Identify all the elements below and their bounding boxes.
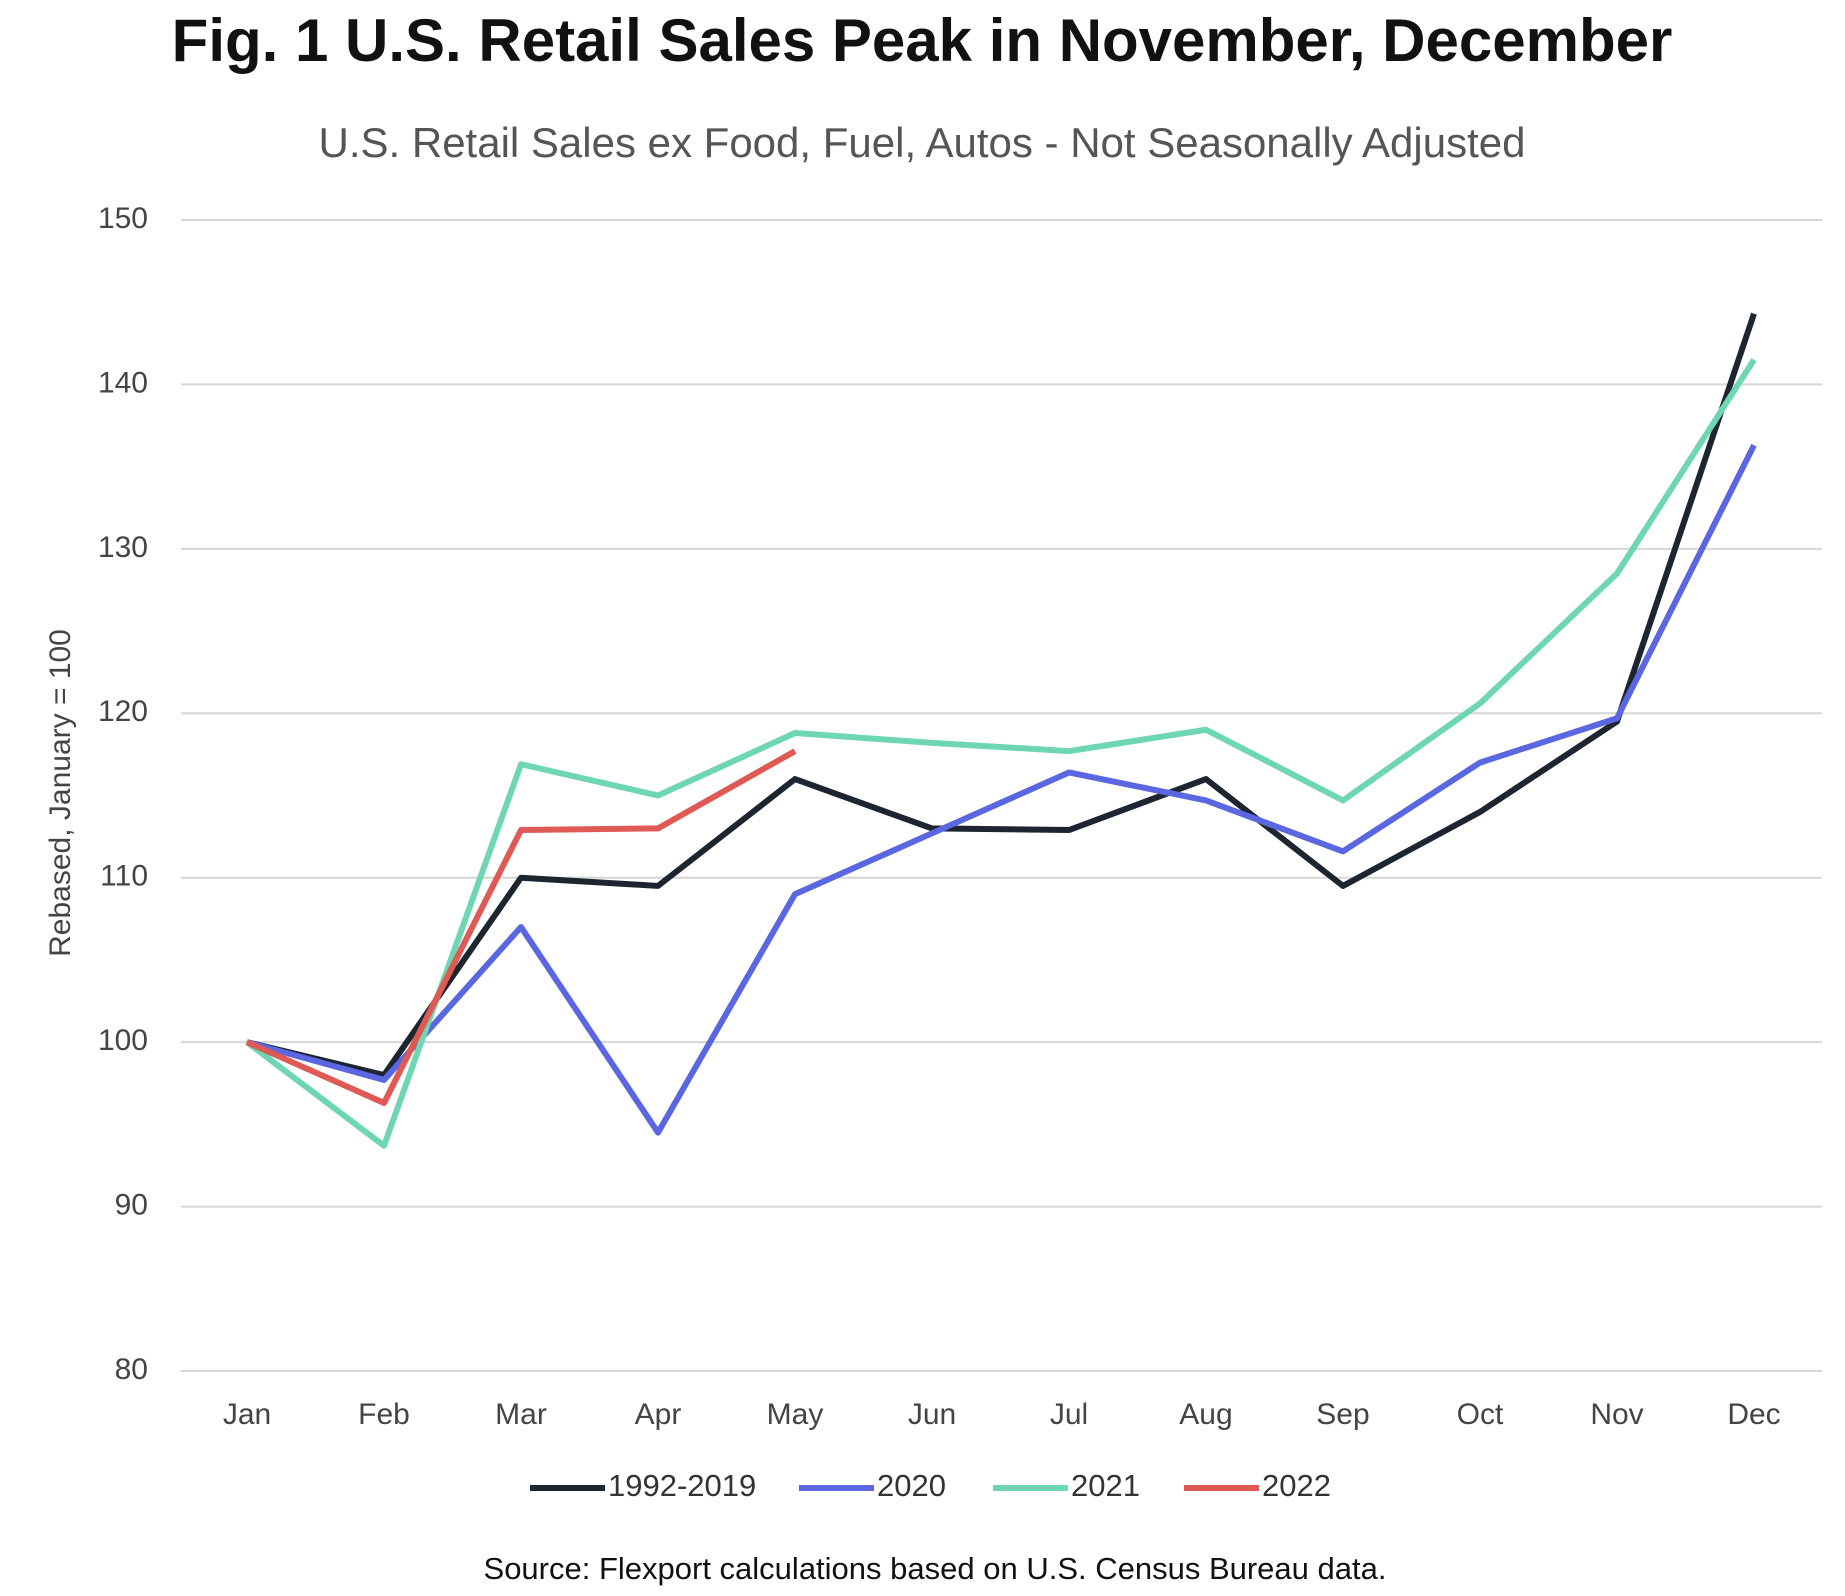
y-tick-label: 130 (98, 531, 148, 564)
series-line (245, 358, 1757, 1149)
x-tick-label: Dec (1727, 1398, 1780, 1431)
series-line (246, 312, 1757, 1079)
y-tick-label: 80 (115, 1353, 148, 1386)
series-line (246, 443, 1757, 1136)
x-tick-label: Jan (223, 1398, 271, 1431)
x-tick-label: May (767, 1398, 824, 1431)
x-tick-label: Mar (495, 1398, 547, 1431)
x-tick-label: Oct (1457, 1398, 1504, 1431)
chart-title: Fig. 1 U.S. Retail Sales Peak in Novembe… (172, 7, 1673, 74)
chart-subtitle: U.S. Retail Sales ex Food, Fuel, Autos -… (319, 119, 1526, 166)
x-tick-label: Apr (635, 1398, 682, 1431)
x-tick-label: Jun (908, 1398, 956, 1431)
legend-label: 2021 (1071, 1468, 1140, 1503)
legend-label: 2022 (1262, 1468, 1331, 1503)
x-tick-label: Feb (358, 1398, 410, 1431)
legend-label: 2020 (877, 1468, 946, 1503)
y-tick-label: 150 (98, 202, 148, 235)
x-tick-label: Jul (1050, 1398, 1088, 1431)
y-tick-label: 140 (98, 366, 148, 399)
x-tick-label: Nov (1590, 1398, 1643, 1431)
y-tick-label: 120 (98, 695, 148, 728)
series-line (245, 748, 797, 1106)
x-tick-label: Sep (1316, 1398, 1369, 1431)
legend-label: 1992-2019 (608, 1468, 756, 1503)
y-tick-label: 110 (100, 860, 148, 893)
y-tick-label: 100 (98, 1024, 148, 1057)
source-note: Source: Flexport calculations based on U… (484, 1551, 1387, 1586)
y-axis-label: Rebased, January = 100 (44, 629, 77, 957)
x-tick-label: Aug (1179, 1398, 1232, 1431)
y-tick-label: 90 (115, 1188, 148, 1221)
